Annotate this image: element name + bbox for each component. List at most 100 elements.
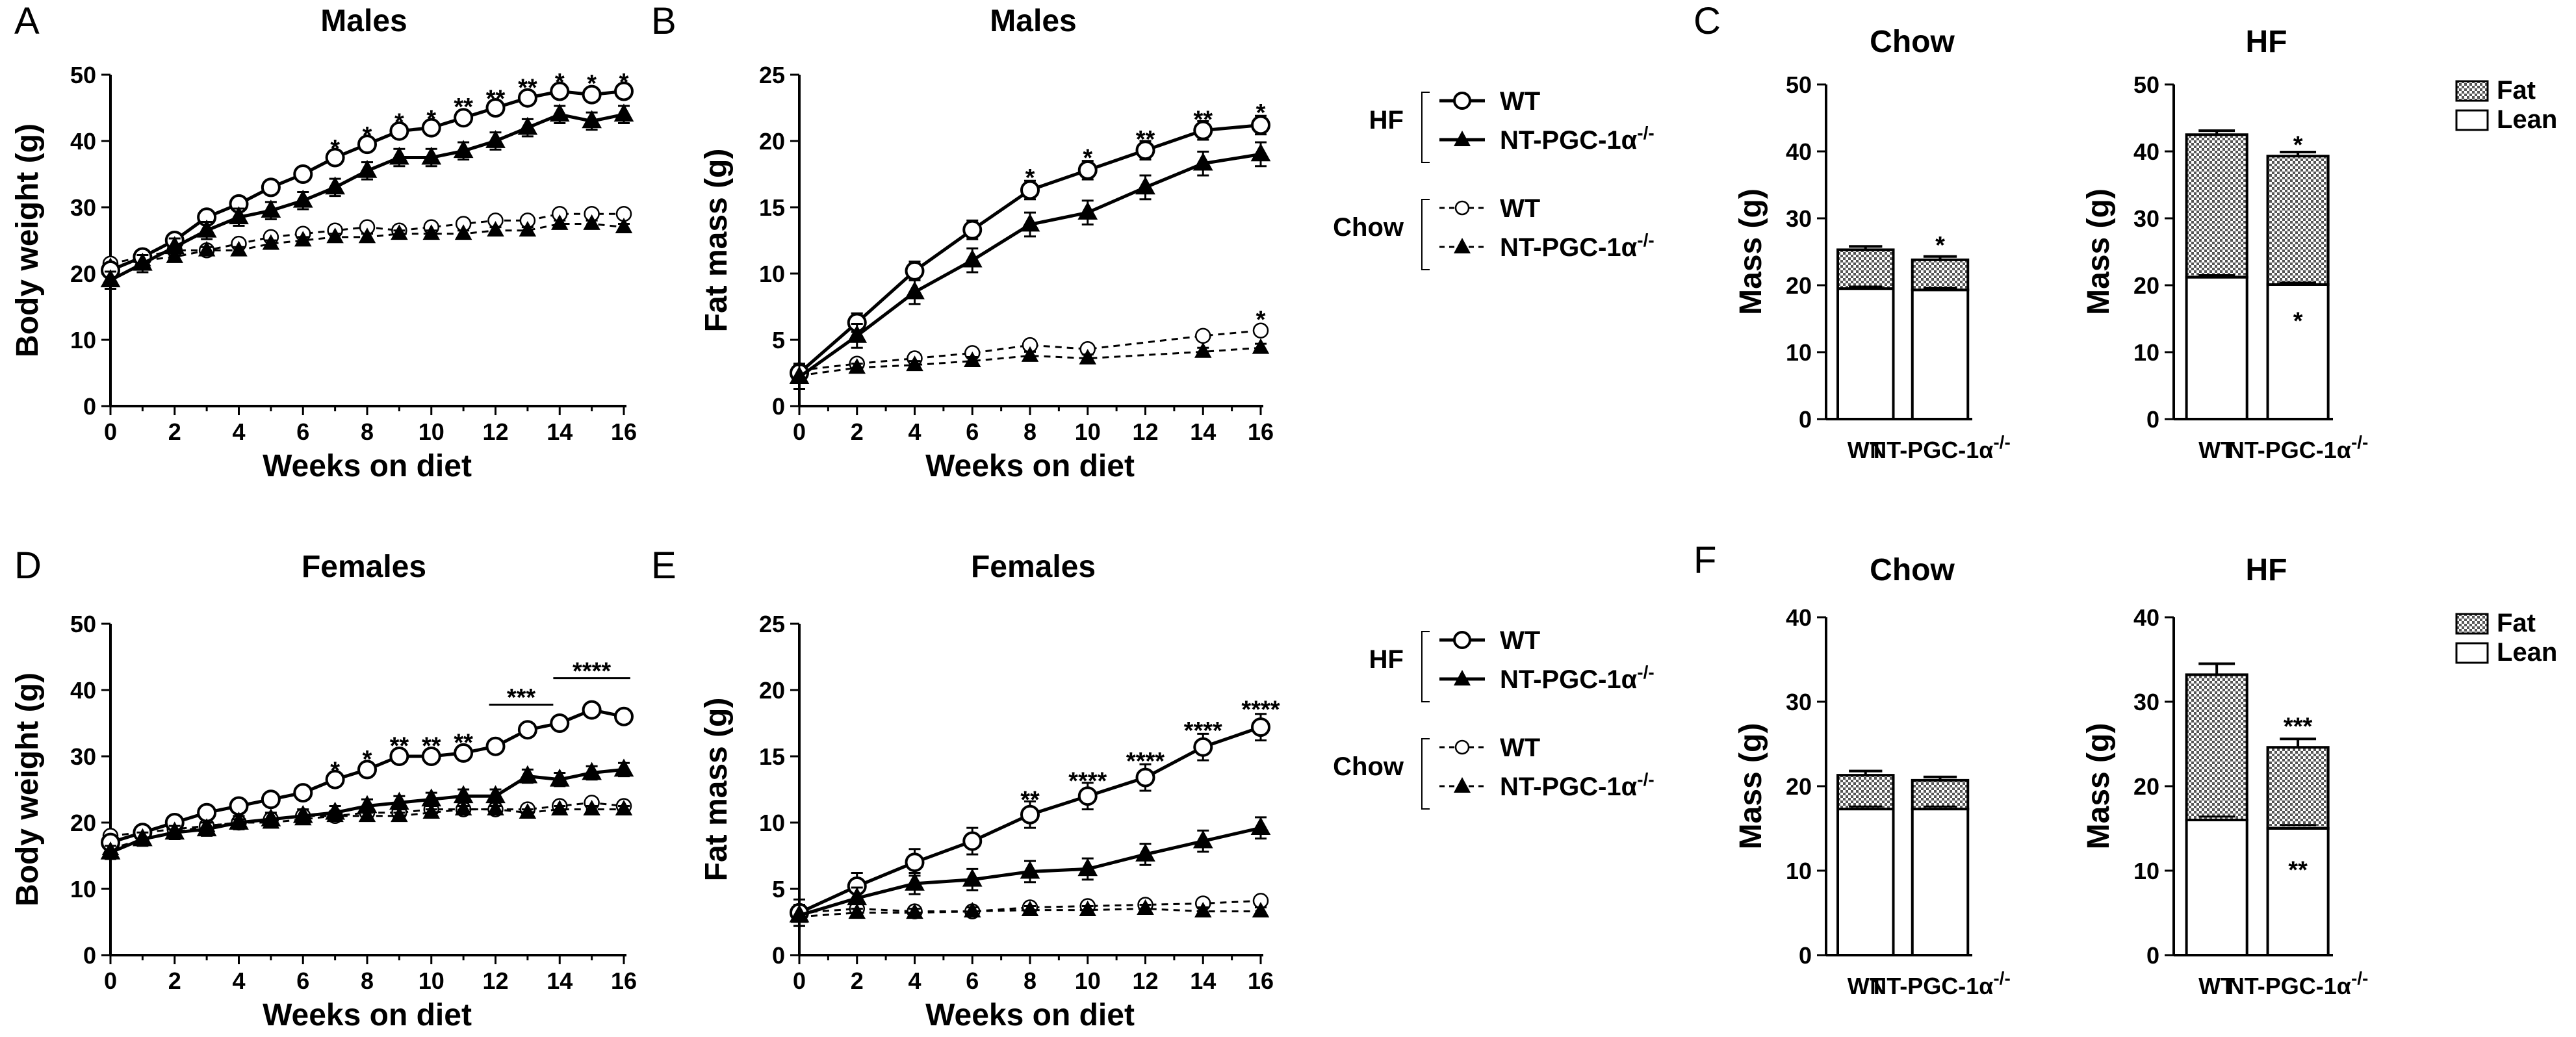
data-point bbox=[422, 224, 440, 240]
y-tick-label: 0 bbox=[83, 393, 96, 420]
bar-lean bbox=[1911, 808, 1970, 956]
x-tick-label: 8 bbox=[361, 418, 374, 445]
x-axis-label: Weeks on diet bbox=[925, 449, 1135, 483]
x-axis-label: Weeks on diet bbox=[263, 998, 472, 1032]
data-point bbox=[905, 281, 925, 300]
chart-title: Males bbox=[320, 4, 407, 38]
y-tick-label: 15 bbox=[759, 194, 785, 221]
panel-letter: E bbox=[651, 544, 676, 587]
data-point bbox=[517, 116, 538, 135]
legend-swatch-fat bbox=[2455, 80, 2489, 102]
significance-marker: * bbox=[330, 757, 340, 784]
legend-label: WT bbox=[1500, 626, 1540, 655]
data-point bbox=[391, 806, 408, 823]
data-point bbox=[485, 736, 506, 756]
data-point bbox=[454, 224, 472, 240]
data-point bbox=[847, 324, 868, 343]
y-tick-label: 50 bbox=[70, 611, 96, 637]
data-point bbox=[789, 366, 810, 384]
data-point bbox=[389, 121, 409, 141]
data-point bbox=[357, 760, 377, 780]
y-tick-label: 40 bbox=[2133, 604, 2159, 631]
data-point bbox=[1194, 342, 1212, 358]
significance-marker: * bbox=[1256, 306, 1266, 333]
y-tick-label: 30 bbox=[1786, 689, 1812, 715]
data-point bbox=[1250, 143, 1271, 162]
data-point bbox=[551, 799, 569, 815]
x-tick-label: 4 bbox=[232, 418, 245, 445]
data-point bbox=[230, 240, 248, 257]
y-tick-label: 20 bbox=[1786, 773, 1812, 800]
series-1 bbox=[789, 141, 1271, 390]
y-tick-label: 10 bbox=[759, 261, 785, 287]
data-point bbox=[519, 221, 537, 237]
x-tick-label: 16 bbox=[611, 418, 637, 445]
y-axis-label: Mass (g) bbox=[1734, 723, 1768, 850]
y-tick-label: 20 bbox=[2133, 773, 2159, 800]
legend-marker bbox=[1453, 92, 1471, 110]
y-tick-label: 10 bbox=[2133, 339, 2159, 366]
y-axis-label: Body weight (g) bbox=[10, 123, 45, 357]
bar-lean bbox=[1836, 808, 1895, 956]
data-point bbox=[583, 214, 600, 230]
legend-bracket bbox=[1421, 738, 1430, 810]
legend-marker bbox=[1454, 200, 1470, 216]
data-point bbox=[517, 88, 537, 108]
y-tick-label: 50 bbox=[70, 62, 96, 88]
x-tick-label: 10 bbox=[419, 418, 444, 445]
x-tick-label: 6 bbox=[966, 967, 979, 994]
data-point bbox=[1137, 899, 1154, 915]
data-point bbox=[1251, 717, 1270, 737]
y-tick-label: 10 bbox=[2133, 858, 2159, 884]
legend-marker bbox=[1453, 631, 1471, 649]
y-tick-label: 20 bbox=[759, 128, 785, 155]
x-tick-label: 6 bbox=[296, 418, 309, 445]
data-point bbox=[421, 118, 441, 138]
x-tick-label: 0 bbox=[793, 967, 806, 994]
data-point bbox=[325, 801, 345, 820]
y-tick-label: 10 bbox=[70, 327, 96, 353]
significance-marker: * bbox=[1083, 144, 1092, 172]
data-point bbox=[100, 269, 121, 288]
data-point bbox=[292, 804, 313, 823]
data-point bbox=[613, 103, 634, 122]
legend-label: WT bbox=[1500, 87, 1540, 116]
panel-letter: B bbox=[651, 0, 676, 42]
legend-group-label: HF bbox=[1369, 645, 1404, 674]
data-point bbox=[487, 799, 504, 815]
data-point bbox=[196, 818, 217, 837]
data-point bbox=[229, 206, 249, 225]
data-point bbox=[389, 146, 409, 165]
data-point bbox=[1251, 115, 1270, 135]
series-1 bbox=[789, 816, 1271, 927]
significance-marker: * bbox=[330, 135, 340, 162]
x-tick-label: NT-PGC-1α-/- bbox=[1870, 432, 2011, 464]
data-point bbox=[906, 355, 923, 372]
y-tick-label: 15 bbox=[759, 743, 785, 770]
data-point bbox=[293, 783, 313, 803]
x-tick-label: 0 bbox=[104, 967, 117, 994]
bar-fat bbox=[1836, 248, 1895, 290]
significance-marker: **** bbox=[1126, 748, 1165, 775]
series-3 bbox=[790, 899, 1270, 923]
x-tick-label: WT bbox=[1848, 437, 1884, 463]
data-point bbox=[358, 806, 376, 823]
data-point bbox=[164, 821, 185, 840]
y-tick-label: 10 bbox=[759, 810, 785, 836]
bar-fat bbox=[1836, 774, 1895, 811]
data-point bbox=[293, 164, 313, 184]
series-0 bbox=[101, 700, 634, 852]
data-point bbox=[326, 227, 344, 244]
data-point bbox=[614, 706, 634, 726]
series-legend: HF WT NT-PGC-1α-/- Chow WT NT-PGC-1α-/- bbox=[1333, 626, 1655, 810]
x-tick-label: 14 bbox=[1190, 967, 1216, 994]
data-point bbox=[229, 812, 249, 830]
significance-marker: ** bbox=[2288, 857, 2308, 884]
y-tick-label: 0 bbox=[1799, 942, 1812, 969]
y-axis-label: Body weight (g) bbox=[10, 672, 45, 906]
data-point bbox=[1021, 901, 1039, 916]
data-point bbox=[421, 747, 441, 766]
